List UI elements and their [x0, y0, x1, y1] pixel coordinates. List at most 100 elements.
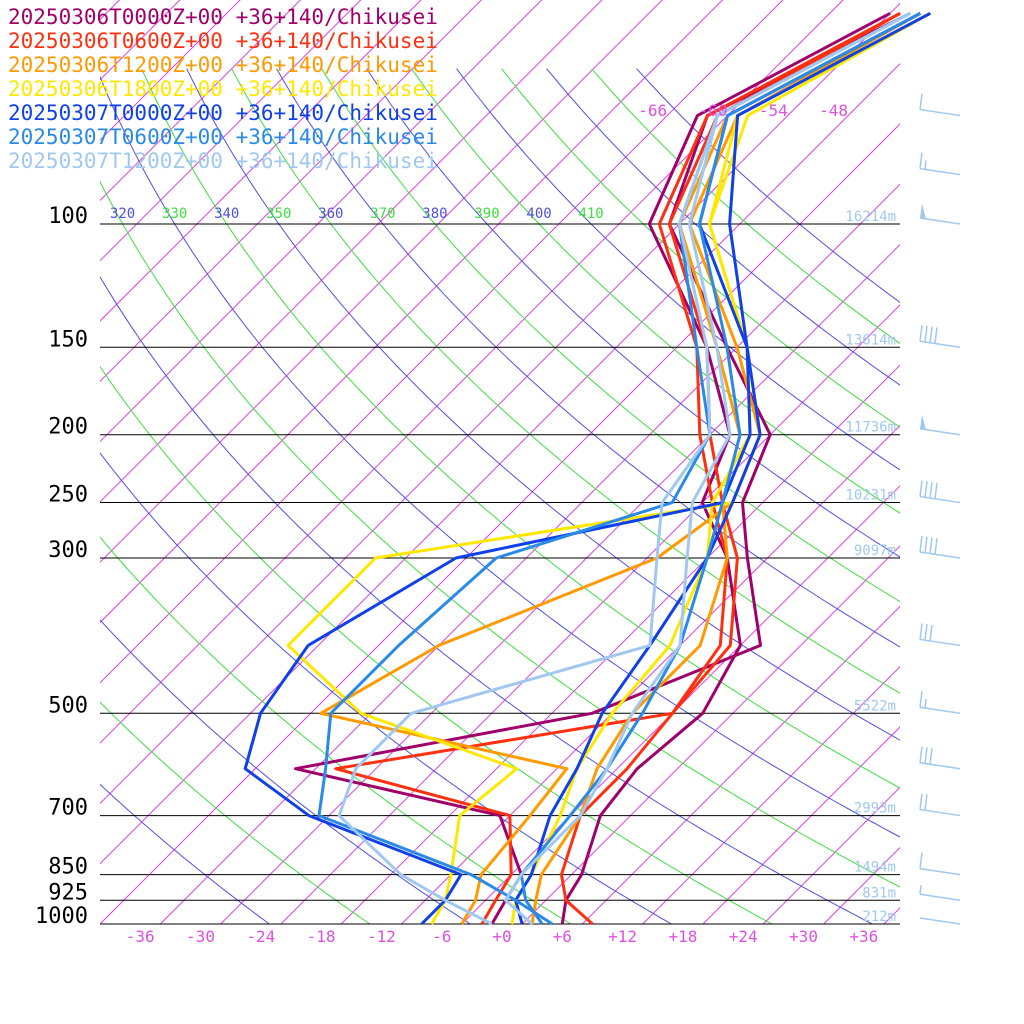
- theta-line: [100, 276, 874, 924]
- theta-line: [100, 783, 271, 924]
- wind-barb-line: [934, 327, 938, 344]
- upper-temperature-labels: -66 -60 -54 -48: [638, 101, 848, 120]
- dewpoint-line: [243, 11, 922, 926]
- temperature-line: [530, 11, 922, 925]
- wind-barb-line: [919, 746, 923, 763]
- dewpoint-line: [317, 11, 911, 926]
- temperature-tick-label: +36: [849, 927, 878, 946]
- isotherm-line: [944, 0, 1024, 924]
- temperature-tick-label: -24: [246, 927, 275, 946]
- wind-barb-shaft: [919, 108, 961, 117]
- theta-label: 360: [318, 206, 343, 222]
- theta-line: [366, 68, 900, 558]
- pressure-tick-label: 250: [48, 483, 88, 508]
- theta-line: [321, 68, 900, 603]
- upper-temperature-label: -54: [759, 101, 788, 120]
- theta-label: 380: [422, 206, 447, 222]
- wind-barb-flag: [920, 204, 926, 219]
- wind-barb-line: [929, 326, 933, 343]
- dewpoint-line: [319, 11, 922, 925]
- wind-barb-shaft: [919, 427, 961, 436]
- upper-temperature-label: -48: [819, 101, 848, 120]
- theta-line: [100, 619, 472, 924]
- height-label: 10231m: [845, 488, 896, 504]
- theta-label: 410: [578, 206, 603, 222]
- theta-line: [100, 180, 900, 888]
- theta-line: [100, 452, 673, 924]
- temperature-line: [560, 11, 901, 926]
- height-label: 16214m: [845, 209, 896, 225]
- pressure-tick-label: 200: [48, 415, 88, 440]
- theta-line: [100, 701, 371, 924]
- wind-barb-shaft: [919, 706, 961, 715]
- theta-label: 320: [110, 206, 135, 222]
- theta-line: [186, 68, 900, 741]
- pressure-tick-label: 300: [48, 538, 88, 563]
- theta-label: 330: [162, 206, 187, 222]
- wind-barb-shaft: [919, 551, 961, 559]
- wind-barb: [919, 852, 961, 876]
- wind-barb-line: [919, 691, 923, 708]
- pressure-tick-label: 500: [48, 693, 88, 718]
- isotherm-line: [823, 846, 900, 924]
- wind-barb-line: [919, 93, 923, 110]
- temperature-tick-label: +30: [789, 927, 818, 946]
- wind-barb: [919, 480, 961, 504]
- wind-barb-line: [924, 747, 928, 764]
- temperature-tick-label: -6: [432, 927, 451, 946]
- temperature-tick-label: +0: [492, 927, 511, 946]
- pressure-tick-label: 150: [48, 327, 88, 352]
- wind-barb-line: [924, 624, 928, 641]
- isotherm-line: [521, 545, 900, 924]
- theta-label: 390: [474, 206, 499, 222]
- legend-entry: 20250307T0000Z+00 +36+140/Chikusei: [8, 101, 438, 125]
- wind-barb-flag: [920, 414, 926, 430]
- legend: 20250306T0000Z+00 +36+140/Chikusei202503…: [8, 5, 438, 173]
- wind-barb: [919, 93, 961, 117]
- wind-barb: [919, 623, 961, 647]
- legend-entry: 20250306T0600Z+00 +36+140/Chikusei: [8, 29, 438, 53]
- wind-barb: [919, 917, 961, 925]
- wind-barb-line: [924, 325, 928, 343]
- theta-label: 400: [526, 206, 551, 222]
- temperature-tick-labels: -36 -30 -24 -18 -12 -6 +0 +6 +12 +18 +24 +30 +36: [126, 927, 879, 946]
- isotherm-line: [220, 243, 900, 924]
- wind-barb-shaft: [919, 340, 961, 349]
- wind-barb-shaft: [919, 217, 961, 225]
- theta-line: [100, 75, 900, 838]
- wind-barb: [919, 793, 961, 817]
- pressure-tick-label: 925: [48, 880, 88, 905]
- height-label: 11736m: [845, 420, 896, 436]
- isotherm-line: [401, 424, 900, 924]
- dewpoint-line: [294, 11, 911, 925]
- theta-line: [276, 68, 900, 648]
- theta-line: [231, 68, 900, 694]
- height-label: 2993m: [854, 801, 896, 817]
- theta-label: 340: [214, 206, 239, 222]
- pressure-tick-label: 700: [48, 796, 88, 821]
- isotherm-line: [762, 786, 900, 924]
- wind-barb-shaft: [919, 893, 961, 902]
- wind-barbs: [919, 93, 961, 925]
- wind-barb-shaft: [919, 167, 961, 176]
- wind-barb-line: [919, 793, 923, 810]
- wind-barb-half: [919, 885, 922, 895]
- wind-barb-shaft: [919, 917, 961, 925]
- temperature-tick-label: +18: [668, 927, 697, 946]
- wind-barb: [919, 885, 961, 902]
- temperature-tick-label: +6: [553, 927, 572, 946]
- isotherm-line: [461, 485, 900, 924]
- isotherm-line: [642, 665, 900, 924]
- theta-line: [591, 68, 900, 345]
- isotherm-line: [883, 907, 900, 924]
- wind-barb-line: [919, 325, 923, 342]
- temperature-tick-label: -30: [186, 927, 215, 946]
- legend-entry: 20250306T1800Z+00 +36+140/Chikusei: [8, 77, 438, 101]
- upper-temperature-label: -60: [699, 101, 728, 120]
- wind-barb-line: [929, 748, 933, 765]
- temperature-tick-label: +12: [608, 927, 637, 946]
- wind-barb: [919, 414, 961, 436]
- pressure-tick-label: 850: [48, 855, 88, 880]
